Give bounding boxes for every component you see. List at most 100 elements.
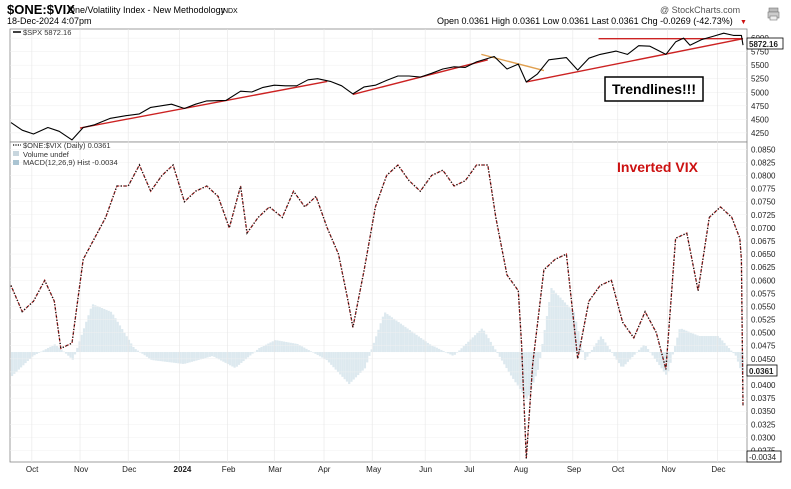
macd-hist-bar	[388, 315, 391, 353]
macd-hist-bar	[224, 352, 227, 363]
macd-hist-bar	[267, 343, 270, 353]
macd-hist-bar	[566, 304, 569, 353]
print-icon[interactable]	[767, 7, 780, 21]
macd-hist-bar	[644, 345, 647, 353]
macd-hist-bar	[613, 352, 616, 357]
macd-hist-bar	[381, 316, 385, 353]
macd-hist-bar	[671, 352, 674, 355]
macd-hist-bar	[24, 352, 27, 364]
trendline-red	[79, 80, 328, 129]
macd-hist-bar	[491, 345, 495, 353]
lower-y-tick-label: 0.0300	[751, 433, 776, 442]
macd-hist-bar	[622, 352, 625, 367]
macd-hist-bar	[458, 350, 461, 353]
macd-hist-bar	[177, 352, 180, 364]
macd-hist-bar	[730, 350, 733, 353]
macd-hist-bar	[132, 347, 135, 353]
macd-hist-bar	[246, 352, 250, 358]
macd-hist-bar	[487, 338, 490, 353]
macd-hist-bar	[343, 352, 346, 380]
macd-hist-bar	[507, 352, 510, 372]
macd-hist-bar	[581, 350, 585, 353]
macd-hist-bar	[357, 352, 360, 376]
macd-hist-bar	[494, 349, 497, 353]
macd-hist-bar	[244, 352, 247, 360]
macd-hist-bar	[282, 341, 286, 353]
macd-hist-bar	[136, 350, 140, 353]
macd-hist-bar	[626, 352, 629, 362]
macd-hist-bar	[673, 346, 677, 353]
macd-hist-bar	[653, 352, 656, 359]
macd-hist-bar	[31, 352, 34, 357]
macd-hist-bar	[85, 321, 88, 353]
macd-hist-bar	[655, 352, 659, 362]
macd-hist-bar	[716, 336, 719, 353]
macd-hist-bar	[386, 314, 389, 353]
macd-hist-bar	[348, 352, 351, 385]
macd-hist-bar	[375, 336, 378, 353]
x-axis: Oct Nov Dec 2024 Feb Mar Apr May Jun Jul Aug Sep Oct…	[26, 29, 726, 474]
macd-hist-bar	[561, 300, 564, 353]
trendlines-annotation: Trendlines!!!	[604, 76, 704, 102]
trendlines	[79, 37, 744, 129]
macd-hist-bar	[260, 346, 263, 353]
macd-hist-bar	[615, 352, 618, 360]
macd-hist-bar	[13, 352, 16, 374]
macd-hist-bar	[40, 351, 43, 353]
macd-hist-bar	[629, 352, 632, 360]
macd-hist-bar	[415, 334, 418, 353]
macd-hist-bar	[220, 352, 223, 361]
lower-y-tick-label: 0.0525	[751, 316, 776, 325]
spx-line	[10, 32, 744, 141]
macd-hist-bar	[341, 352, 344, 377]
vix-legend: $ONE:$VIX (Daily) 0.0361	[23, 141, 111, 150]
macd-hist-bar	[455, 352, 459, 353]
macd-hist-bar	[114, 318, 117, 353]
lower-y-tick-label: 0.0550	[751, 302, 776, 311]
macd-hist-bar	[532, 352, 535, 383]
macd-hist-bar	[575, 321, 578, 353]
inverted-vix-annotation: Inverted VIX	[617, 159, 699, 175]
macd-hist-bar	[429, 344, 432, 353]
macd-hist-bar	[698, 336, 701, 353]
macd-hist-bar	[682, 329, 686, 353]
lower-y-tick-label: 0.0500	[751, 329, 776, 338]
macd-hist-bar	[154, 352, 158, 361]
x-tick-label: Jul	[464, 465, 474, 474]
vix-last-marker: 0.0361	[746, 364, 778, 377]
macd-hist-bar	[193, 352, 196, 362]
macd-hist-bar	[26, 352, 29, 361]
macd-hist-bar	[345, 352, 349, 382]
macd-hist-bar	[237, 352, 241, 365]
x-tick-label: Oct	[26, 465, 39, 474]
macd-hist-bar	[262, 345, 265, 353]
macd-hist-bar	[287, 342, 290, 353]
macd-hist-bar	[640, 347, 643, 353]
macd-hist-bar	[435, 347, 438, 353]
macd-hist-bar	[204, 352, 207, 359]
macd-hist-bar	[631, 352, 634, 358]
lower-y-tick-label: 0.0775	[751, 185, 776, 194]
macd-hist-bar	[141, 352, 144, 354]
macd-hist-bar	[195, 352, 198, 361]
macd-hist-bar	[709, 336, 713, 353]
macd-hist-bar	[69, 352, 72, 358]
upper-y-tick-label: 4250	[751, 129, 769, 138]
lower-y-tick-label: 0.0450	[751, 355, 776, 364]
macd-hist-bar	[696, 335, 699, 353]
lower-y-axis: 0.02750.03000.03250.03500.03750.04000.04…	[10, 145, 776, 456]
macd-hist-bar	[725, 345, 728, 353]
macd-hist-bar	[82, 328, 86, 353]
macd-hist-bar	[384, 312, 387, 353]
macd-hist-bar	[148, 352, 151, 359]
macd-hist-bar	[577, 331, 580, 353]
macd-hist-bar	[294, 343, 297, 353]
chart-name: One/Volatility Index - New Methodology	[68, 5, 226, 15]
macd-hist-bar	[190, 352, 193, 362]
macd-hist-bar	[638, 349, 641, 353]
macd-hist-bar	[608, 349, 611, 353]
macd-hist-bar	[413, 333, 416, 353]
macd-hist-bar	[251, 352, 254, 354]
lower-y-tick-label: 0.0650	[751, 250, 776, 259]
macd-hist-bar	[496, 352, 499, 354]
